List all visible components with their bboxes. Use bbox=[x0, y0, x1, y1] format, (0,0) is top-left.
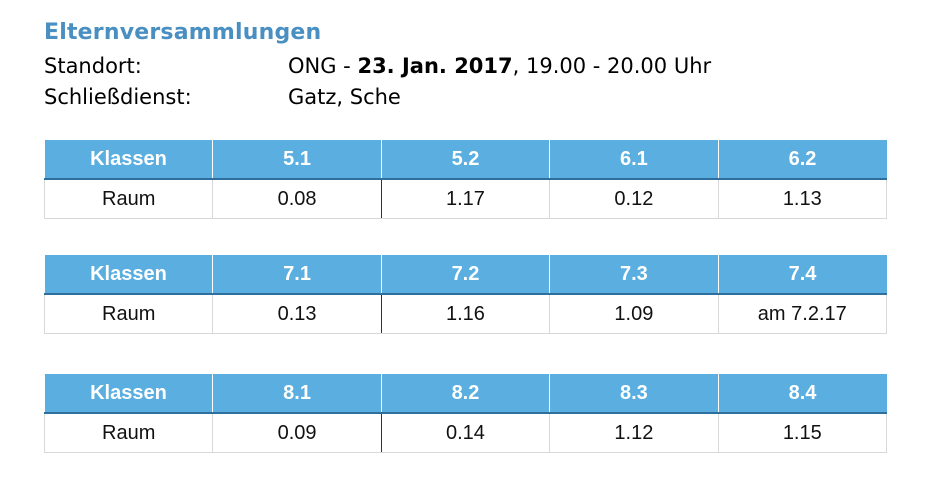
standort-label: Standort: bbox=[44, 54, 142, 78]
table-row: Raum 0.09 0.14 1.12 1.15 bbox=[43, 413, 888, 453]
header-cell-class: 6.1 bbox=[549, 140, 719, 180]
standort-location: ONG - bbox=[288, 54, 358, 78]
schliessdienst-value: Gatz, Sche bbox=[288, 85, 401, 109]
header-cell-class: 8.2 bbox=[380, 374, 550, 414]
header-cell-klassen: Klassen bbox=[44, 255, 213, 295]
room-cell: 0.12 bbox=[549, 179, 719, 219]
room-cell: 0.14 bbox=[380, 413, 550, 453]
standort-value: ONG - 23. Jan. 2017, 19.00 - 20.00 Uhr bbox=[288, 53, 711, 79]
table-header-row: Klassen 7.1 7.2 7.3 7.4 bbox=[44, 255, 887, 295]
row-label-raum: Raum bbox=[43, 294, 213, 334]
table-header-row: Klassen 8.1 8.2 8.3 8.4 bbox=[44, 374, 887, 414]
table-row: Raum 0.08 1.17 0.12 1.13 bbox=[43, 179, 888, 219]
row-label-raum: Raum bbox=[43, 179, 213, 219]
page-title: Elternversammlungen bbox=[44, 20, 322, 45]
standort-time: , 19.00 - 20.00 Uhr bbox=[512, 54, 712, 78]
room-cell: 1.15 bbox=[717, 413, 888, 453]
header-cell-class: 7.3 bbox=[549, 255, 719, 295]
room-cell: 1.17 bbox=[380, 179, 550, 219]
room-cell: 1.12 bbox=[549, 413, 719, 453]
header-cell-klassen: Klassen bbox=[44, 374, 213, 414]
header-cell-class: 8.4 bbox=[717, 374, 887, 414]
room-cell: 1.13 bbox=[717, 179, 888, 219]
schliessdienst-label: Schließdienst: bbox=[44, 85, 192, 109]
row-label-raum: Raum bbox=[43, 413, 213, 453]
header-cell-class: 7.2 bbox=[380, 255, 550, 295]
klassen-table-5-6: Klassen 5.1 5.2 6.1 6.2 Raum 0.08 1.17 0… bbox=[43, 140, 888, 219]
header-cell-class: 7.4 bbox=[717, 255, 887, 295]
room-cell: 0.13 bbox=[212, 294, 382, 334]
header-cell-class: 8.3 bbox=[549, 374, 719, 414]
klassen-table-7: Klassen 7.1 7.2 7.3 7.4 Raum 0.13 1.16 1… bbox=[43, 255, 888, 334]
room-cell: 0.08 bbox=[212, 179, 382, 219]
room-cell: 1.09 bbox=[549, 294, 719, 334]
header-cell-klassen: Klassen bbox=[44, 140, 213, 180]
header-cell-class: 5.1 bbox=[212, 140, 382, 180]
header-cell-class: 8.1 bbox=[212, 374, 382, 414]
room-cell: 1.16 bbox=[380, 294, 550, 334]
klassen-table-8: Klassen 8.1 8.2 8.3 8.4 Raum 0.09 0.14 1… bbox=[43, 374, 888, 453]
room-cell: 0.09 bbox=[212, 413, 382, 453]
header-cell-class: 6.2 bbox=[717, 140, 887, 180]
table-header-row: Klassen 5.1 5.2 6.1 6.2 bbox=[44, 140, 887, 180]
table-row: Raum 0.13 1.16 1.09 am 7.2.17 bbox=[43, 294, 888, 334]
room-cell: am 7.2.17 bbox=[717, 294, 888, 334]
header-cell-class: 7.1 bbox=[212, 255, 382, 295]
header-cell-class: 5.2 bbox=[380, 140, 550, 180]
standort-date: 23. Jan. 2017 bbox=[357, 54, 513, 78]
